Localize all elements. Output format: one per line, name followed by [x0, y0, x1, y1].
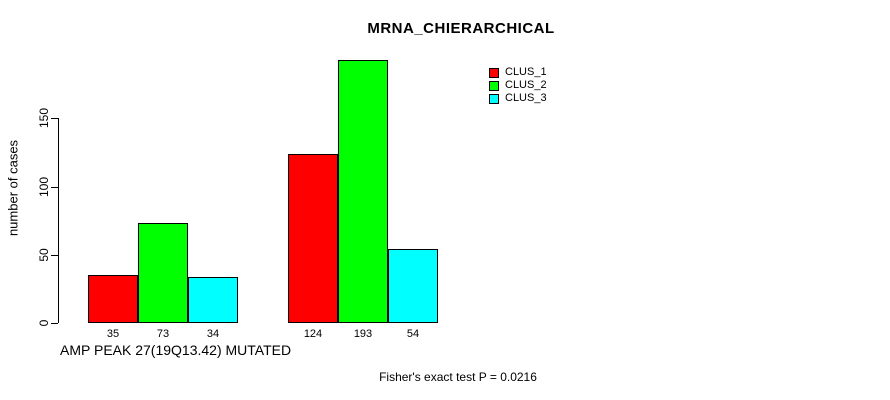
- bar-clus_2-group2: [338, 59, 388, 323]
- y-axis-tick-label: 50: [37, 248, 51, 262]
- x-axis-label: AMP PEAK 27(19Q13.42) MUTATED: [60, 342, 292, 358]
- legend-label: CLUS_1: [505, 66, 547, 78]
- bar-value-label: 124: [303, 328, 323, 340]
- y-axis-line: [58, 118, 59, 323]
- y-axis-tick: [51, 323, 58, 324]
- legend: CLUS_1 CLUS_2 CLUS_3: [489, 66, 547, 105]
- legend-swatch-icon: [489, 67, 499, 78]
- bar-clus_3-group2: [388, 249, 438, 323]
- y-axis-tick: [51, 254, 58, 256]
- bar-value-label: 193: [353, 328, 373, 340]
- legend-item-clus_3: CLUS_3: [489, 92, 547, 105]
- y-axis-tick-label: 150: [37, 108, 51, 129]
- bar-clus_2-group1: [138, 223, 188, 323]
- legend-item-clus_2: CLUS_2: [489, 79, 547, 92]
- legend-label: CLUS_3: [505, 92, 547, 104]
- y-axis-tick-label: 0: [37, 319, 51, 327]
- y-axis-tick-label: 100: [37, 176, 51, 197]
- legend-label: CLUS_2: [505, 79, 547, 91]
- y-axis-label: number of cases: [5, 139, 21, 237]
- bar-clus_3-group1: [188, 276, 238, 323]
- legend-swatch-icon: [489, 93, 499, 104]
- bar-clus_1-group2: [288, 153, 338, 323]
- y-axis-tick: [51, 118, 58, 120]
- bar-value-label: 73: [156, 328, 170, 340]
- legend-swatch-icon: [489, 80, 499, 91]
- bar-clus_1-group1: [88, 275, 138, 323]
- bar-value-label: 54: [406, 328, 420, 340]
- annotation-text: Fisher's exact test P = 0.0216: [379, 370, 537, 384]
- chart-title: MRNA_CHIERARCHICAL: [367, 20, 555, 37]
- bar-value-label: 34: [206, 328, 220, 340]
- legend-item-clus_1: CLUS_1: [489, 66, 547, 79]
- y-axis-tick: [51, 186, 58, 188]
- bar-value-label: 35: [106, 328, 120, 340]
